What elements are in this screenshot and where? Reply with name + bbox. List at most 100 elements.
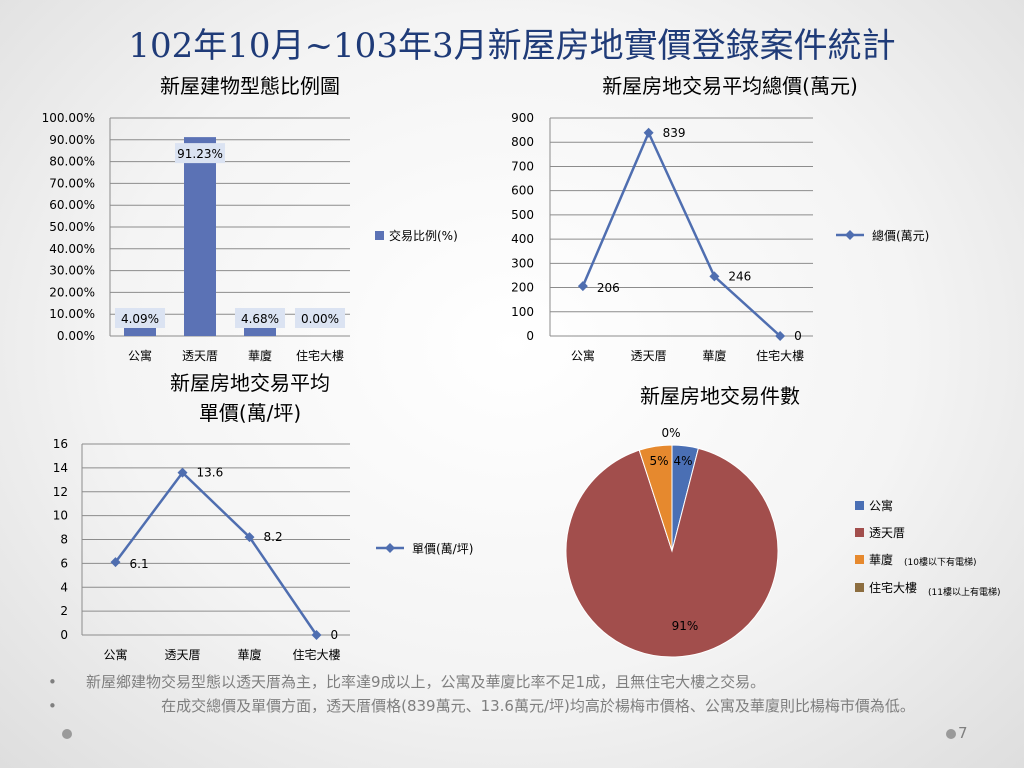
x-tick-label: 透天厝	[631, 349, 667, 363]
series-line	[581, 129, 781, 337]
x-tick-label: 透天厝	[164, 648, 200, 662]
y-tick-label: 10.00%	[49, 307, 95, 321]
data-label-background	[235, 308, 285, 328]
y-tick-label: 0	[526, 329, 534, 343]
y-tick-label: 900	[511, 111, 534, 125]
data-label: 6.1	[130, 557, 149, 571]
y-tick-label: 10	[53, 509, 68, 523]
y-tick-label: 80.00%	[49, 155, 95, 169]
data-point	[110, 557, 121, 568]
bullet-text: 新屋鄉建物交易型態以透天厝為主，比率達9成以上，公寓及華廈比率不足1成，且無住宅…	[86, 673, 766, 691]
pie-slice	[565, 447, 779, 658]
bullet-icon: •	[48, 697, 57, 715]
y-tick-label: 60.00%	[49, 198, 95, 212]
data-point	[311, 630, 322, 640]
legend-label: 總價(萬元)	[872, 228, 929, 243]
chart1-title: 新屋建物型態比例圖	[160, 74, 340, 98]
y-tick-label: 4	[60, 580, 68, 594]
series-line	[114, 470, 318, 636]
chart3-title: 新屋房地交易平均 單價(萬/坪)	[120, 368, 380, 428]
y-tick-label: 700	[511, 159, 534, 173]
y-tick-label: 14	[53, 461, 68, 475]
y-tick-label: 200	[511, 281, 534, 295]
legend-label: 住宅大樓	[869, 580, 917, 595]
data-label: 4.09%	[121, 312, 159, 326]
y-tick-label: 12	[53, 485, 68, 499]
x-tick-label: 透天厝	[182, 349, 218, 363]
legend-label: 公寓	[869, 498, 893, 513]
bullet-item: • 新屋鄉建物交易型態以透天厝為主，比率達9成以上，公寓及華廈比率不足1成，且無…	[40, 672, 990, 692]
pie-data-label: 4%	[673, 454, 692, 468]
bullet-icon: •	[48, 673, 57, 691]
legend-swatch	[855, 555, 864, 564]
pie-data-label: 5%	[649, 454, 668, 468]
y-tick-label: 300	[511, 256, 534, 270]
page-number: 7	[958, 724, 968, 742]
y-tick-label: 90.00%	[49, 133, 95, 147]
bullet-text: 在成交總價及單價方面，透天厝價格(839萬元、13.6萬元/坪)均高於楊梅市價格…	[161, 697, 915, 715]
bullet-list: • 新屋鄉建物交易型態以透天厝為主，比率達9成以上，公寓及華廈比率不足1成，且無…	[40, 672, 990, 720]
legend-label: 華廈	[869, 552, 893, 567]
data-point	[177, 467, 188, 478]
x-tick-label: 公寓	[103, 647, 127, 662]
legend-swatch	[855, 528, 864, 537]
data-label: 0.00%	[301, 312, 339, 326]
data-point	[643, 127, 654, 138]
legend-label: 透天厝	[869, 526, 905, 540]
decor-circle-right-icon	[946, 729, 956, 739]
decor-circle-left-icon	[62, 729, 72, 739]
y-tick-label: 600	[511, 184, 534, 198]
legend-swatch	[855, 501, 864, 510]
y-tick-label: 6	[60, 556, 68, 570]
legend-note: (11樓以上有電梯)	[928, 586, 1000, 598]
legend-label: 單價(萬/坪)	[412, 542, 473, 556]
y-tick-label: 70.00%	[49, 176, 95, 190]
chart-average-unit-price: 0 2 4 6 8 10 12 14 16 公寓 透天厝 華廈 住宅大樓 6.1 13.6 8.2 0 單價(萬/…	[53, 437, 474, 662]
chart2-title: 新屋房地交易平均總價(萬元)	[602, 74, 858, 98]
bullet-item: • 在成交總價及單價方面，透天厝價格(839萬元、13.6萬元/坪)均高於楊梅市…	[40, 696, 990, 716]
data-label: 0	[794, 329, 802, 343]
legend-swatch	[855, 583, 864, 592]
legend-label: 交易比例(%)	[389, 228, 458, 243]
data-label-background	[115, 308, 165, 328]
data-label: 0	[331, 628, 339, 642]
legend-swatch-marker	[845, 230, 855, 240]
y-tick-label: 2	[60, 604, 68, 618]
data-label: 839	[663, 126, 686, 140]
data-label: 4.68%	[241, 312, 279, 326]
x-tick-label: 公寓	[128, 348, 152, 363]
y-tick-label: 8	[60, 533, 68, 547]
x-tick-label: 華廈	[702, 348, 726, 363]
y-tick-label: 16	[53, 437, 68, 451]
y-tick-label: 500	[511, 208, 534, 222]
chart3-title-line2: 單價(萬/坪)	[198, 401, 302, 425]
legend-swatch-marker	[385, 543, 395, 553]
y-tick-label: 50.00%	[49, 220, 95, 234]
chart3-title-line1: 新屋房地交易平均	[170, 371, 330, 395]
x-tick-label: 住宅大樓	[756, 348, 804, 363]
data-point	[709, 271, 720, 282]
bar	[184, 137, 216, 336]
chart4-title: 新屋房地交易件數	[640, 384, 800, 408]
data-label-background	[175, 143, 225, 164]
legend-swatch	[375, 231, 384, 240]
y-tick-label: 0	[60, 628, 68, 642]
bar	[244, 325, 276, 336]
data-label-background	[295, 308, 345, 328]
data-label: 206	[597, 281, 620, 295]
y-tick-label: 100	[511, 305, 534, 319]
slide-title: 102年10月~103年3月新屋房地實價登錄案件統計	[128, 26, 896, 66]
x-tick-label: 公寓	[571, 348, 595, 363]
y-tick-label: 100.00%	[42, 111, 95, 125]
data-point	[577, 281, 588, 292]
pie-slice	[638, 444, 673, 552]
x-tick-label: 華廈	[248, 348, 272, 363]
y-tick-label: 800	[511, 135, 534, 149]
y-tick-label: 0.00%	[57, 329, 95, 343]
pie-data-label: 0%	[661, 426, 680, 440]
data-point	[775, 331, 786, 341]
legend-note: (10樓以下有電梯)	[904, 556, 976, 568]
chart-building-type-ratio: 0.00% 10.00% 20.00% 30.00% 40.00% 50.00% 60.00…	[42, 111, 458, 363]
bar	[124, 327, 156, 336]
